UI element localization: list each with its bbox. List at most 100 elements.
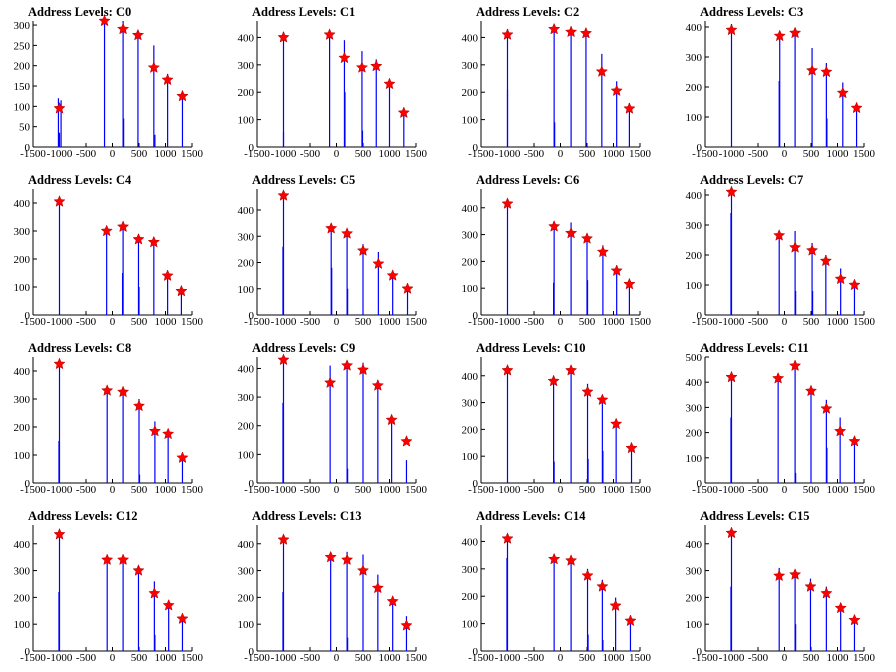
peak-marker [819,254,833,267]
x-tick-label: -1500 [244,484,270,496]
peak-marker [820,586,833,599]
peak-marker [176,451,189,464]
peak-marker [501,28,514,40]
x-tick-label: 0 [558,148,564,160]
chart-svg: 0 100 200 300 400 -1500 -1000 -500 0 500 1000 1500 [14,525,204,664]
y-tick-label: 0 [473,142,479,154]
x-tick-label: -1000 [271,652,297,664]
x-tick-label: 500 [355,484,372,496]
y-tick-label: 100 [14,450,31,462]
x-tick-label: -1500 [20,484,46,496]
peak-marker [356,564,370,576]
peak-marker [564,363,578,376]
peak-marker [53,527,66,540]
y-tick-label: 300 [238,231,255,243]
y-tick-label: 300 [462,230,479,242]
x-tick-label: 1000 [379,316,402,328]
x-tick-label: 500 [579,148,596,160]
peak-marker [564,554,578,566]
chart-panel: 0 100 200 300 400 -1500 -1000 -500 0 500 1000 1500 A… [0,336,224,504]
x-tick-label: 0 [110,652,116,664]
x-tick-label: -1000 [719,484,745,496]
chart-svg: 0 100 200 300 400 -1500 -1000 -500 0 500 1000 1500 [238,189,428,328]
chart-svg: 0 100 200 300 400 -1500 -1000 -500 0 500 1000 1500 [686,21,876,160]
x-tick-label: 1000 [603,148,626,160]
y-tick-label: 300 [238,566,255,578]
x-tick-label: -1000 [719,148,745,160]
x-tick-label: -500 [748,652,769,664]
peak-marker [501,532,514,544]
x-tick-label: -1500 [468,148,494,160]
chart-svg: 0 100 200 300 400 -1500 -1000 -500 0 500 1000 1500 [238,353,428,496]
y-tick-label: 300 [686,52,703,64]
peak-marker [833,424,847,437]
x-tick-label: 1500 [405,148,428,160]
chart-panel: 0 100 200 300 400 -1500 -1000 -500 0 500 1000 1500 A… [448,504,672,672]
y-tick-label: 200 [238,258,255,270]
x-tick-label: 500 [579,652,596,664]
y-tick-label: 150 [14,81,31,93]
x-tick-label: 500 [803,484,820,496]
peak-marker [53,357,66,370]
peak-marker [371,581,385,594]
peak-marker [501,197,514,209]
x-tick-label: 1000 [155,652,178,664]
x-tick-label: 500 [355,316,372,328]
y-tick-label: 200 [238,87,255,99]
peak-marker [356,363,370,376]
y-tick-label: 400 [14,366,31,378]
x-tick-label: 500 [131,484,148,496]
x-tick-label: 500 [579,484,596,496]
peak-marker [383,77,396,90]
chart-panel: 0 100 200 300 400 -1500 -1000 -500 0 500 1000 1500 A… [224,0,448,168]
peak-marker [372,257,385,270]
y-tick-label: 300 [462,398,479,410]
x-tick-label: 1500 [405,316,428,328]
x-tick-label: 1500 [853,316,876,328]
peak-marker [848,613,861,626]
y-tick-label: 100 [238,619,255,631]
x-tick-label: 1500 [629,484,652,496]
y-tick-label: 200 [462,591,479,603]
y-tick-label: 200 [462,87,479,99]
peak-marker [581,569,594,581]
y-tick-label: 0 [25,478,31,490]
peak-marker [564,226,578,239]
x-tick-label: 500 [131,652,148,664]
y-tick-label: 0 [473,310,479,322]
x-tick-label: 500 [803,652,820,664]
peak-marker [101,384,114,396]
x-tick-label: 1000 [379,484,402,496]
y-tick-label: 100 [238,449,255,461]
peak-marker [116,22,130,35]
peak-marker [725,185,738,198]
peak-marker [564,25,578,38]
y-tick-label: 200 [238,592,255,604]
y-tick-label: 300 [462,60,479,72]
x-tick-label: 0 [110,484,116,496]
y-tick-label: 0 [697,142,703,154]
y-tick-label: 400 [686,190,703,202]
y-tick-label: 300 [14,226,31,238]
x-tick-label: -500 [76,484,97,496]
chart-panel: 0 100 200 300 400 -1500 -1000 -500 0 500 1000 1500 A… [0,504,224,672]
x-tick-label: -1000 [47,484,73,496]
peak-marker [100,224,113,237]
peak-marker [773,569,786,582]
peak-marker [176,89,189,102]
peak-marker [596,393,609,406]
x-tick-label: 1500 [853,484,876,496]
peak-marker [820,402,833,414]
peak-marker [386,269,399,281]
peak-marker [147,235,161,248]
x-tick-label: -1500 [20,652,46,664]
x-tick-label: -1500 [244,652,270,664]
x-tick-label: 1500 [181,316,204,328]
y-tick-label: 300 [686,566,703,578]
x-tick-label: -1500 [468,652,494,664]
peak-marker [625,441,638,454]
peak-marker [804,384,818,397]
peak-marker [820,65,833,78]
x-tick-label: 0 [782,148,788,160]
peak-marker [623,102,636,114]
